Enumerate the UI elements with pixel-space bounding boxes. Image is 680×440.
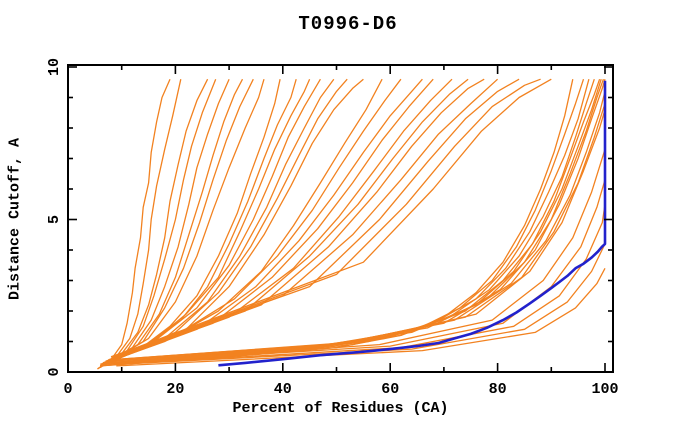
x-tick-label: 20: [166, 381, 184, 398]
tick-labels: 0 20 40 60 80 100 0 5 10: [46, 58, 619, 398]
curves-group: [97, 78, 607, 370]
x-tick-label: 60: [381, 381, 399, 398]
y-tick-label: 10: [46, 58, 63, 76]
model-curve: [113, 78, 541, 358]
highlighted-model-curve: [218, 80, 607, 367]
model-curve: [116, 78, 552, 356]
model-curve: [100, 78, 585, 367]
model-curve: [110, 78, 520, 358]
plot-frame: [67, 64, 614, 373]
x-axis-label: Percent of Residues (CA): [232, 400, 449, 417]
model-curve: [97, 79, 182, 370]
model-curve: [102, 78, 254, 367]
model-curve: [105, 78, 364, 364]
x-tick-label: 100: [591, 381, 618, 398]
model-curve: [108, 78, 469, 361]
model-curve: [105, 78, 348, 364]
axis-ticks: [67, 65, 613, 373]
model-curve: [105, 78, 423, 364]
chart-title: T0996-D6: [298, 13, 398, 35]
model-curve: [116, 267, 606, 367]
y-tick-label: 5: [46, 215, 63, 224]
x-tick-label: 40: [274, 381, 292, 398]
model-curve: [110, 109, 606, 361]
y-tick-label: 0: [46, 367, 63, 376]
model-curve: [99, 78, 217, 368]
y-axis-label: Distance Cutoff, A: [6, 137, 24, 300]
model-curve: [113, 179, 606, 364]
model-curve: [99, 78, 230, 367]
model-curve: [110, 78, 485, 361]
model-curve: [99, 78, 209, 368]
model-curve: [102, 78, 244, 367]
model-curve: [97, 78, 171, 370]
model-curve: [110, 78, 499, 359]
model-curve: [99, 79, 281, 367]
model-curve: [105, 79, 265, 365]
model-curve: [105, 78, 335, 365]
model-curve: [102, 78, 311, 367]
model-curve: [110, 149, 606, 364]
model-curve: [110, 103, 606, 361]
model-curve: [102, 79, 590, 366]
x-tick-label: 80: [489, 381, 507, 398]
model-curve: [108, 78, 453, 362]
model-curve: [102, 78, 402, 364]
model-curve: [102, 78, 321, 365]
x-tick-label: 0: [63, 381, 72, 398]
